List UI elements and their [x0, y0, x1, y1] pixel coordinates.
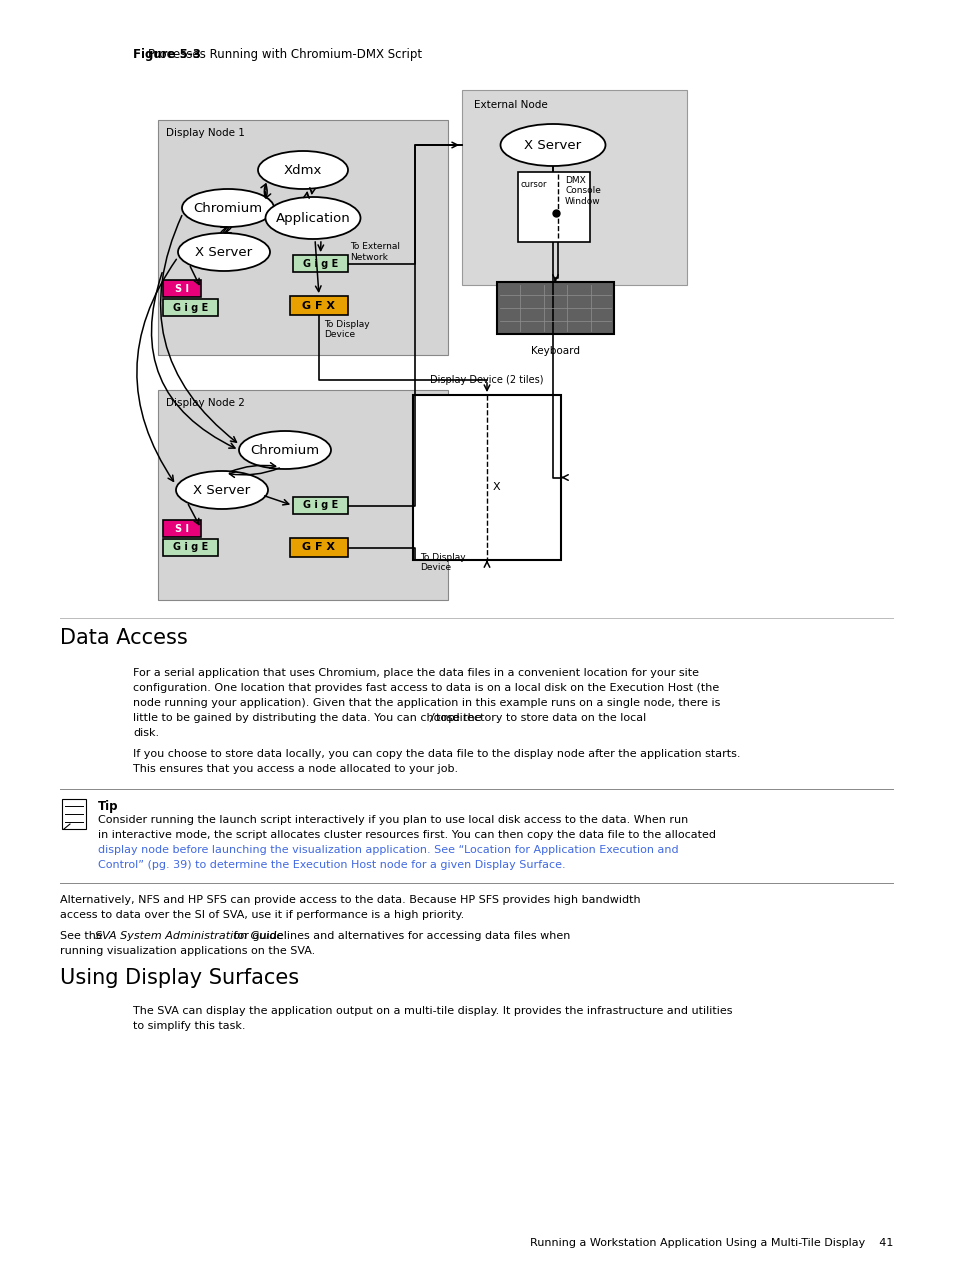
Text: G F X: G F X	[302, 300, 335, 310]
Text: X Server: X Server	[195, 245, 253, 258]
Ellipse shape	[175, 472, 268, 508]
Bar	[461, 90, 686, 285]
Text: /tmp: /tmp	[428, 713, 456, 723]
Text: directory to store data on the local: directory to store data on the local	[448, 713, 645, 723]
FancyArrowPatch shape	[160, 216, 236, 442]
Text: running visualization applications on the SVA.: running visualization applications on th…	[60, 946, 314, 956]
Text: To Display
Device: To Display Device	[324, 320, 369, 339]
Text: Xdmx: Xdmx	[283, 164, 322, 177]
Bar	[158, 119, 448, 355]
Text: Alternatively, NFS and HP SFS can provide access to the data. Because HP SFS pro: Alternatively, NFS and HP SFS can provid…	[60, 895, 640, 905]
Text: in interactive mode, the script allocates cluster resources first. You can then : in interactive mode, the script allocate…	[98, 830, 716, 840]
Text: Display Node 1: Display Node 1	[166, 128, 245, 139]
Text: Control” (pg. 39) to determine the Execution Host node for a given Display Surfa: Control” (pg. 39) to determine the Execu…	[98, 860, 565, 871]
Text: G i g E: G i g E	[172, 543, 208, 553]
Text: X: X	[493, 483, 500, 492]
Bar	[290, 296, 348, 315]
Bar	[62, 799, 86, 829]
Text: Running a Workstation Application Using a Multi-Tile Display    41: Running a Workstation Application Using …	[529, 1238, 892, 1248]
Text: To Display
Device: To Display Device	[419, 553, 465, 572]
Text: Application: Application	[275, 211, 350, 225]
Text: If you choose to store data locally, you can copy the data file to the display n: If you choose to store data locally, you…	[132, 749, 740, 759]
Bar	[497, 282, 614, 334]
FancyArrowPatch shape	[310, 188, 315, 193]
FancyArrowPatch shape	[261, 184, 266, 197]
Text: The SVA can display the application output on a multi-tile display. It provides : The SVA can display the application outp…	[132, 1007, 732, 1016]
FancyArrowPatch shape	[303, 192, 309, 198]
Bar	[290, 538, 348, 557]
FancyArrowPatch shape	[136, 259, 176, 482]
FancyArrowPatch shape	[229, 468, 279, 478]
Bar	[413, 395, 560, 561]
Ellipse shape	[265, 197, 360, 239]
Text: DMX
Console
Window: DMX Console Window	[564, 175, 600, 206]
Text: S I: S I	[174, 283, 189, 294]
Text: node running your application). Given that the application in this example runs : node running your application). Given th…	[132, 698, 720, 708]
Text: X Server: X Server	[524, 139, 581, 151]
Text: Chromium: Chromium	[193, 202, 262, 215]
Ellipse shape	[182, 189, 274, 228]
Ellipse shape	[500, 125, 605, 167]
Text: disk.: disk.	[132, 728, 159, 738]
Text: G i g E: G i g E	[302, 258, 337, 268]
Text: Consider running the launch script interactively if you plan to use local disk a: Consider running the launch script inter…	[98, 815, 687, 825]
Bar	[163, 520, 201, 538]
FancyArrowPatch shape	[220, 228, 227, 233]
FancyArrowPatch shape	[152, 272, 234, 449]
FancyArrowPatch shape	[265, 184, 271, 198]
Text: Using Display Surfaces: Using Display Surfaces	[60, 969, 299, 988]
Text: X Server: X Server	[193, 483, 251, 497]
Text: display node before launching the visualization application. See “Location for A: display node before launching the visual…	[98, 845, 678, 855]
Bar	[163, 280, 201, 297]
Text: S I: S I	[174, 524, 189, 534]
Text: Tip: Tip	[98, 799, 118, 813]
Text: Chromium: Chromium	[251, 444, 319, 456]
Text: for guidelines and alternatives for accessing data files when: for guidelines and alternatives for acce…	[230, 930, 570, 941]
Text: G i g E: G i g E	[302, 501, 337, 511]
Text: to simplify this task.: to simplify this task.	[132, 1021, 245, 1031]
Text: Data Access: Data Access	[60, 628, 188, 648]
FancyArrowPatch shape	[230, 463, 275, 472]
Text: G i g E: G i g E	[172, 302, 208, 313]
Bar	[293, 255, 348, 272]
Text: External Node: External Node	[474, 100, 547, 111]
Ellipse shape	[257, 151, 348, 189]
Text: cursor: cursor	[520, 180, 547, 189]
Text: See the: See the	[60, 930, 106, 941]
FancyArrowPatch shape	[225, 228, 232, 233]
Text: To External
Network: To External Network	[350, 241, 399, 262]
Text: For a serial application that uses Chromium, place the data files in a convenien: For a serial application that uses Chrom…	[132, 669, 699, 677]
Text: access to data over the SI of SVA, use it if performance is a high priority.: access to data over the SI of SVA, use i…	[60, 910, 464, 920]
Text: Display Device (2 tiles): Display Device (2 tiles)	[430, 375, 543, 385]
Bar	[163, 299, 218, 316]
Text: configuration. One location that provides fast access to data is on a local disk: configuration. One location that provide…	[132, 683, 719, 693]
Bar	[158, 390, 448, 600]
Ellipse shape	[178, 233, 270, 271]
Bar	[517, 172, 589, 241]
Text: This ensures that you access a node allocated to your job.: This ensures that you access a node allo…	[132, 764, 457, 774]
Bar	[293, 497, 348, 513]
Text: little to be gained by distributing the data. You can choose the: little to be gained by distributing the …	[132, 713, 485, 723]
Ellipse shape	[239, 431, 331, 469]
Text: Processes Running with Chromium-DMX Script: Processes Running with Chromium-DMX Scri…	[132, 48, 421, 61]
Text: G F X: G F X	[302, 543, 335, 553]
Text: Figure 5-3: Figure 5-3	[132, 48, 201, 61]
Text: Keyboard: Keyboard	[531, 346, 579, 356]
Text: Display Node 2: Display Node 2	[166, 398, 245, 408]
Bar	[163, 539, 218, 555]
Text: SVA System Administration Guide: SVA System Administration Guide	[94, 930, 283, 941]
